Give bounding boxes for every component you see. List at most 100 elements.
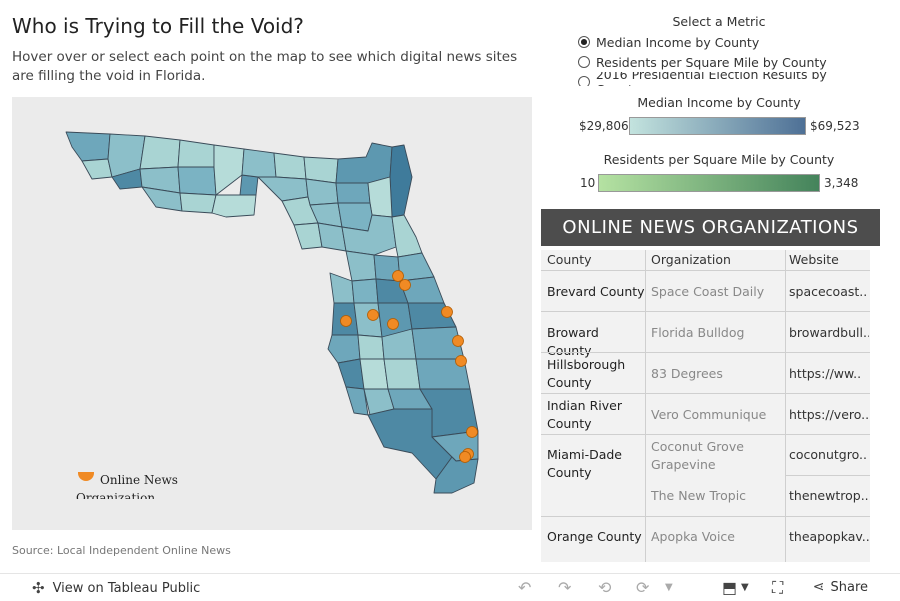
cell-website[interactable]: thenewtrop.. [789,488,869,503]
news-marker[interactable] [455,355,467,367]
column-header-county[interactable]: County [547,252,592,267]
metric-option-density[interactable]: Residents per Square Mile by County [578,52,827,72]
download-icon[interactable]: ⬒ [722,578,738,597]
county[interactable] [359,358,389,390]
column-header-website[interactable]: Website [789,252,839,267]
county[interactable] [391,214,423,258]
chevron-down-icon[interactable]: ▼ [741,582,749,593]
row-divider [541,393,870,394]
cell-website[interactable]: https://vero.. [789,407,869,422]
county[interactable] [335,182,371,204]
density-scale-max: 3,348 [824,176,859,190]
county[interactable] [239,174,259,196]
county[interactable] [353,302,383,338]
cell-organization: Florida Bulldog [651,325,745,340]
density-scale-min: 10 [580,176,596,190]
cell-website[interactable]: https://ww.. [789,366,862,381]
cell-website[interactable]: coconutgro.. [789,447,867,462]
row-divider [541,311,870,312]
news-marker[interactable] [392,270,404,282]
news-table-header: ONLINE NEWS ORGANIZATIONS [541,209,880,246]
county[interactable] [351,278,379,304]
cell-website[interactable]: theapopkav.. [789,529,869,544]
cell-organization: The New Tropic [651,488,747,503]
radio-icon[interactable] [578,76,590,86]
refresh-icon[interactable]: ⟳ [636,578,650,597]
map-legend-label-cut: Organization [76,493,155,499]
news-markers[interactable] [340,270,478,463]
news-marker[interactable] [340,315,352,327]
county[interactable] [241,148,277,178]
fullscreen-icon[interactable]: ⛶ [772,578,784,597]
county[interactable] [211,194,257,218]
county[interactable] [305,178,339,206]
cell-organization: Apopka Voice [651,529,735,544]
county[interactable] [335,142,393,184]
county[interactable] [139,135,181,170]
news-marker[interactable] [387,318,399,330]
metric-option-label: Residents per Square Mile by County [596,54,827,70]
cell-organization: Vero Communique [651,407,767,422]
news-marker[interactable] [466,426,478,438]
county[interactable] [383,358,421,390]
county[interactable] [213,144,245,196]
share-icon: ⋖ [812,579,825,595]
news-marker[interactable] [367,309,379,321]
county[interactable] [65,131,111,162]
county[interactable] [433,456,479,494]
source-note: Source: Local Independent Online News [12,544,231,557]
metric-option-median-income[interactable]: Median Income by County [578,32,759,52]
cell-website[interactable]: spacecoast.. [789,284,868,299]
metric-option-election[interactable]: 2016 Presidential Election Results by Co… [578,72,870,86]
income-scale-max: $69,523 [810,119,860,133]
cell-organization: Space Coast Daily [651,284,765,299]
redo-icon[interactable]: ↷ [558,578,572,597]
view-on-tableau-public-link[interactable]: ✣ View on Tableau Public [32,579,200,597]
county[interactable] [329,272,355,304]
share-button[interactable]: ⋖ Share [813,579,868,595]
radio-selected-icon[interactable] [578,36,590,48]
dropdown-icon[interactable]: ▼ [665,582,673,593]
news-table[interactable]: County Organization Website Brevard Coun… [541,250,870,562]
undo-icon[interactable]: ↶ [518,578,532,597]
cell-website[interactable]: browardbull.. [789,325,869,340]
revert-icon[interactable]: ⟲ [598,578,612,597]
map-legend-label: Online News [100,473,178,487]
row-divider [541,434,870,435]
county[interactable] [177,139,215,168]
metric-selector-title: Select a Metric [672,14,766,29]
income-scale-title: Median Income by County [637,95,801,110]
florida-map-panel[interactable]: Online News Organization [12,97,532,530]
metric-option-clip: 2016 Presidential Election Results by Co… [570,72,870,86]
florida-county-map[interactable] [12,97,532,530]
column-divider [785,250,786,562]
news-marker[interactable] [399,279,411,291]
county[interactable] [357,334,385,360]
column-divider [645,250,646,562]
county[interactable] [179,192,217,214]
county[interactable] [345,250,377,282]
news-marker[interactable] [452,335,464,347]
metric-option-label: Median Income by County [596,34,760,50]
county[interactable] [327,334,361,364]
county[interactable] [81,158,113,180]
county[interactable] [273,152,307,180]
cell-county: Indian River County [547,398,622,431]
county[interactable] [177,166,217,196]
cell-county: Brevard County [547,284,645,299]
page-title: Who is Trying to Fill the Void? [12,14,304,38]
county[interactable] [337,358,365,390]
cell-organization: Coconut Grove Grapevine [651,439,744,472]
row-divider [541,516,870,517]
county-layer[interactable] [65,131,479,494]
cell-county: Orange County [547,529,642,544]
county[interactable] [293,222,323,250]
income-color-ramp [629,117,806,135]
radio-icon[interactable] [578,56,590,68]
column-header-organization[interactable]: Organization [651,252,731,267]
county[interactable] [389,144,413,218]
density-scale-title: Residents per Square Mile by County [603,152,835,167]
news-marker[interactable] [459,451,471,463]
news-marker[interactable] [441,306,453,318]
county[interactable] [257,176,309,202]
